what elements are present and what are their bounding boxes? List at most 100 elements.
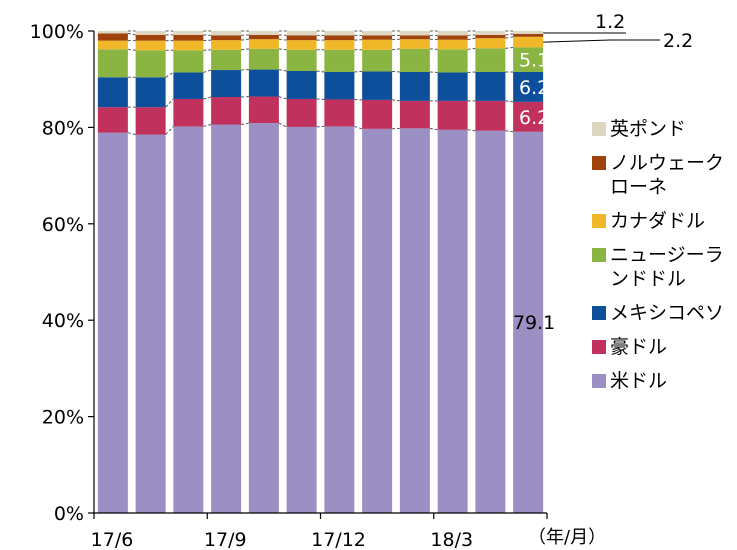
bar-segment (362, 49, 393, 72)
series-connector-line (467, 37, 476, 41)
bar-segment (173, 50, 204, 73)
bar-segment (475, 31, 506, 35)
bar-segment (475, 34, 506, 39)
bar-segment (211, 124, 242, 514)
bar-segment (135, 50, 166, 78)
bar-segment (97, 40, 128, 50)
series-connector-line (278, 38, 287, 41)
bar-segment (135, 77, 166, 108)
y-tick-label: 20% (42, 407, 84, 429)
bar-segment (135, 31, 166, 35)
bar-segment (324, 71, 355, 100)
bar-segment (173, 34, 204, 41)
bar-segment (399, 31, 430, 36)
legend-swatch (592, 156, 606, 170)
bar-segment (399, 48, 430, 72)
bar-segment (173, 98, 204, 127)
series-connector-line (278, 69, 287, 72)
bar-segment (437, 35, 468, 40)
bar-segment (97, 107, 128, 133)
data-label-usd: 79.1 (513, 312, 555, 334)
series-connector-line (241, 122, 249, 125)
data-label-mxn: 6.2 (519, 77, 549, 99)
bar-segment (513, 131, 544, 513)
bar-segment (211, 49, 242, 71)
data-label-gbp: 1.2 (595, 11, 625, 33)
series-connector-line (505, 46, 514, 49)
bar-segment (248, 31, 279, 35)
series-connector-line (392, 99, 400, 102)
series-connector-line (429, 127, 438, 131)
bar-segment (135, 134, 166, 513)
bar-segment (211, 40, 242, 50)
legend-item-aud: 豪ドル (592, 335, 732, 359)
y-tick-label: 80% (42, 117, 84, 139)
bar-segment (248, 34, 279, 40)
legend-swatch (592, 122, 606, 136)
legend-swatch (592, 248, 606, 262)
legend-label-mxn: メキシコペソ (610, 302, 725, 324)
bar-segment (173, 126, 204, 513)
bar-segment (324, 40, 355, 50)
series-connector-line (505, 33, 514, 36)
legend-item-cad: カナダドル (592, 209, 732, 233)
legend-swatch (592, 306, 606, 320)
x-unit-label: （年/月） (528, 527, 606, 548)
series-connector-line (165, 126, 174, 135)
bar-segment (513, 47, 544, 72)
bar-segment (248, 69, 279, 97)
bar-segment (324, 35, 355, 41)
bar-segment (97, 49, 128, 78)
x-tick-label: 17/6 (91, 529, 134, 550)
bar-segment (513, 31, 544, 34)
bar-segment (248, 39, 279, 49)
bar-segment (286, 71, 317, 99)
x-tick-label: 17/9 (204, 529, 247, 550)
bar-segment (362, 31, 393, 36)
series-connector-line (165, 98, 174, 108)
series-connector-line (354, 125, 363, 130)
bar-segment (475, 38, 506, 49)
legend-item-nok: ノルウェークローネ (592, 151, 732, 199)
bar-segment (324, 31, 355, 36)
bar-segment (437, 129, 468, 513)
x-tick-label: 18/3 (430, 529, 473, 550)
bar-segment (399, 128, 430, 513)
bar-segment (211, 35, 242, 41)
data-label-nzd: 5.1 (519, 50, 549, 72)
bar-segment (211, 97, 242, 125)
bar-segment (286, 126, 317, 513)
bar-segment (362, 71, 393, 100)
bar-segment (475, 100, 506, 131)
bar-segment (513, 36, 544, 48)
series-connector-line (203, 124, 212, 127)
bar-segment (97, 31, 128, 34)
series-connector-line (505, 100, 514, 103)
series-connector-line (203, 96, 212, 100)
legend-swatch (592, 374, 606, 388)
legend-label-nzd: ニュージーランドドル (610, 244, 724, 290)
bar-segment (286, 49, 317, 72)
legend-item-nzd: ニュージーランドドル (592, 243, 732, 291)
series-connector-line (467, 47, 476, 50)
series-connector-line (505, 36, 514, 39)
series-connector-line (127, 32, 136, 36)
bar-segment (513, 33, 544, 37)
bar-segment (362, 99, 393, 129)
series-connector-line (278, 96, 287, 100)
bar-segment (97, 132, 128, 513)
bar-segment (399, 39, 430, 49)
legend-item-usd: 米ドル (592, 369, 732, 393)
bar-segment (286, 40, 317, 50)
y-tick-label: 0% (54, 503, 84, 525)
data-label-aud: 6.2 (519, 107, 549, 129)
legend: 英ポンド ノルウェークローネ カナダドル ニュージーランドドル メキシコペソ 豪… (592, 117, 732, 403)
series-connector-line (165, 72, 174, 78)
bar-segment (437, 72, 468, 101)
series-connector-line (505, 130, 514, 133)
bar-segment (324, 126, 355, 513)
bar-segment (437, 39, 468, 50)
bar-segment (475, 48, 506, 72)
bar-segment (211, 70, 242, 98)
legend-swatch (592, 340, 606, 354)
